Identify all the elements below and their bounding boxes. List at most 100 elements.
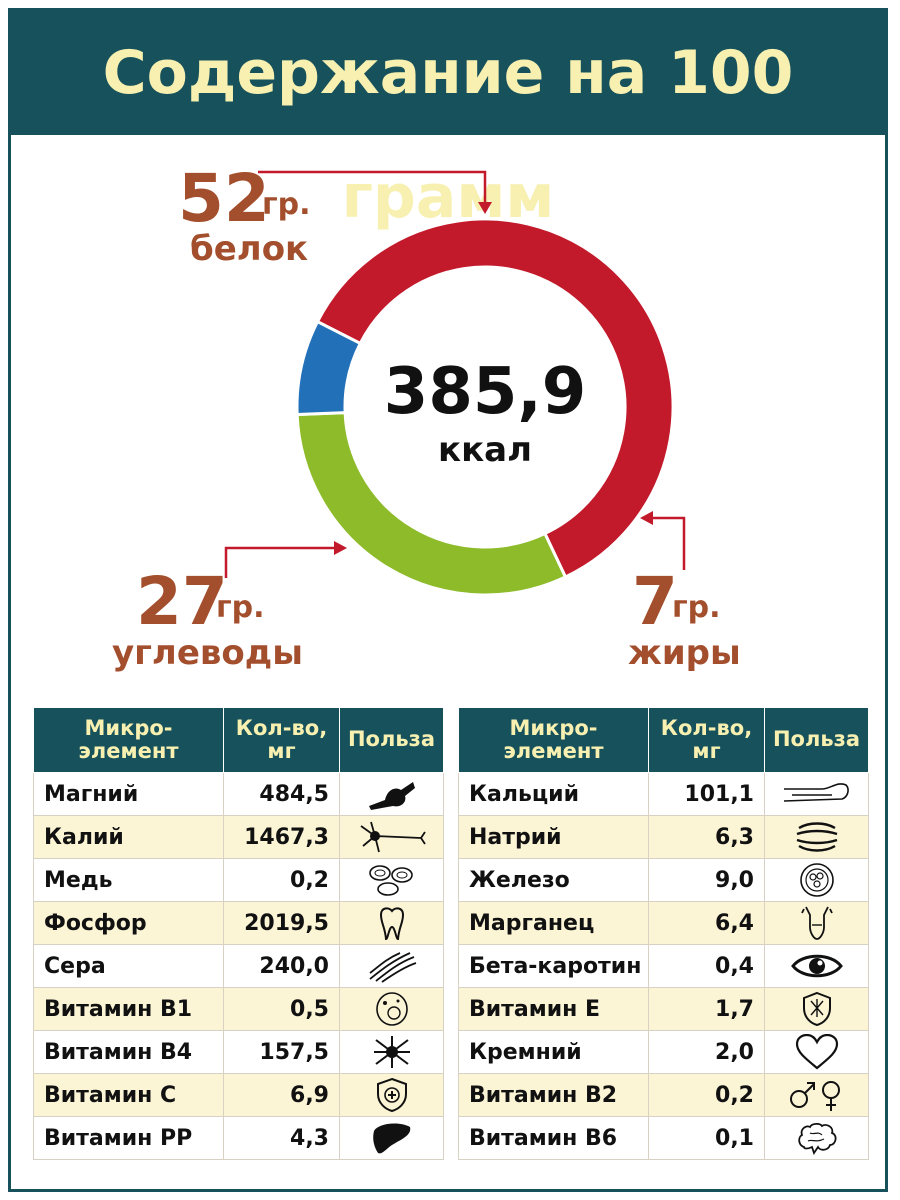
skin-shield-icon bbox=[802, 991, 831, 1027]
joint-icon bbox=[368, 782, 415, 810]
element-name: Витамин Е bbox=[458, 987, 649, 1031]
protein-arrow-head bbox=[478, 202, 492, 214]
carbs-arrow bbox=[224, 546, 335, 578]
element-name: Железо bbox=[458, 858, 649, 902]
table-row: Витамин В1 0,5 bbox=[33, 987, 444, 1031]
element-name: Витамин РР bbox=[33, 1116, 224, 1160]
table-row: Медь 0,2 bbox=[33, 858, 444, 902]
fat-unit: гр. bbox=[672, 590, 721, 625]
carbs-unit: гр. bbox=[216, 590, 265, 625]
carbs-value: 27 bbox=[136, 563, 228, 640]
element-amount: 240,0 bbox=[223, 944, 340, 988]
cell-icon bbox=[375, 992, 408, 1026]
element-amount: 4,3 bbox=[223, 1116, 340, 1160]
carbs-arrow-head bbox=[334, 541, 347, 555]
element-name: Витамин В1 bbox=[33, 987, 224, 1031]
table-row: Витамин Е 1,7 bbox=[458, 987, 869, 1031]
energy-value: 385,9 bbox=[383, 355, 587, 429]
table-row: Сера 240,0 bbox=[33, 944, 444, 988]
element-name: Витамин В4 bbox=[33, 1030, 224, 1074]
table-row: Витамин РР 4,3 bbox=[33, 1116, 444, 1160]
protein-label: белок bbox=[190, 229, 309, 269]
carbs-label: углеводы bbox=[112, 633, 303, 673]
element-amount: 9,0 bbox=[648, 858, 765, 902]
element-name: Натрий bbox=[458, 815, 649, 859]
element-amount: 2,0 bbox=[648, 1030, 765, 1074]
nerve-cell-icon bbox=[373, 1036, 410, 1068]
element-name: Магний bbox=[33, 772, 224, 816]
element-name: Марганец bbox=[458, 901, 649, 945]
element-name: Витамин В6 bbox=[458, 1116, 649, 1160]
element-amount: 101,1 bbox=[648, 772, 765, 816]
element-amount: 6,3 bbox=[648, 815, 765, 859]
element-amount: 484,5 bbox=[223, 772, 340, 816]
element-name: Фосфор bbox=[33, 901, 224, 945]
element-amount: 0,2 bbox=[223, 858, 340, 902]
header-benefit: Польза bbox=[764, 707, 869, 773]
element-name: Медь bbox=[33, 858, 224, 902]
blood-cells-icon bbox=[368, 865, 413, 896]
table-row: Натрий 6,3 bbox=[458, 815, 869, 859]
protein-unit: гр. bbox=[262, 187, 311, 222]
brain-icon bbox=[797, 1122, 836, 1155]
element-amount: 0,5 bbox=[223, 987, 340, 1031]
gender-icon bbox=[789, 1081, 840, 1111]
immunity-shield-icon bbox=[376, 1077, 407, 1113]
table-row: Кальций 101,1 bbox=[458, 772, 869, 816]
element-amount: 2019,5 bbox=[223, 901, 340, 945]
fat-value: 7 bbox=[632, 563, 678, 640]
page-title: Содержание на 100 грамм bbox=[11, 11, 885, 232]
element-amount: 6,4 bbox=[648, 901, 765, 945]
table-row: Магний 484,5 bbox=[33, 772, 444, 816]
table-row: Витамин В2 0,2 bbox=[458, 1073, 869, 1117]
element-name: Витамин С bbox=[33, 1073, 224, 1117]
fat-arrow-head bbox=[640, 511, 653, 525]
table-row: Марганец 6,4 bbox=[458, 901, 869, 945]
table-row: Кремний 2,0 bbox=[458, 1030, 869, 1074]
eye-icon bbox=[790, 954, 843, 978]
tooth-icon bbox=[379, 907, 404, 941]
element-amount: 1,7 bbox=[648, 987, 765, 1031]
element-amount: 0,1 bbox=[648, 1116, 765, 1160]
blood-cell-icon bbox=[799, 863, 834, 897]
element-amount: 157,5 bbox=[223, 1030, 340, 1074]
table-row: Бета-каротин 0,4 bbox=[458, 944, 869, 988]
liver-icon bbox=[372, 1123, 410, 1154]
fat-label: жиры bbox=[628, 633, 741, 673]
neuron-icon bbox=[359, 821, 426, 853]
element-name: Калий bbox=[33, 815, 224, 859]
element-name: Сера bbox=[33, 944, 224, 988]
element-amount: 6,9 bbox=[223, 1073, 340, 1117]
micro-table-right: Микро-элемент Кол-во, мг Польза Кальций 1… bbox=[458, 707, 869, 1160]
table-row: Калий 1467,3 bbox=[33, 815, 444, 859]
energy-unit: ккал bbox=[438, 430, 532, 470]
element-name: Кальций bbox=[458, 772, 649, 816]
bone-icon bbox=[783, 783, 849, 802]
element-name: Бета-каротин bbox=[458, 944, 649, 988]
header-element: Микро-элемент bbox=[33, 707, 224, 773]
body-figure-icon bbox=[800, 906, 833, 940]
protein-value: 52 bbox=[178, 160, 270, 237]
element-amount: 0,4 bbox=[648, 944, 765, 988]
muscle-fibers-icon bbox=[796, 822, 837, 852]
header-amount: Кол-во, мг bbox=[648, 707, 765, 773]
micro-table-left: Микро-элемент Кол-во, мг Польза Магний 48… bbox=[33, 707, 444, 1160]
element-amount: 0,2 bbox=[648, 1073, 765, 1117]
fat-arrow bbox=[652, 516, 686, 570]
header-element: Микро-элемент bbox=[458, 707, 649, 773]
donut-segment-fat bbox=[295, 319, 363, 417]
table-row: Фосфор 2019,5 bbox=[33, 901, 444, 945]
header-amount: Кол-во, мг bbox=[223, 707, 340, 773]
element-name: Витамин В2 bbox=[458, 1073, 649, 1117]
table-row: Железо 9,0 bbox=[458, 858, 869, 902]
table-row: Витамин С 6,9 bbox=[33, 1073, 444, 1117]
element-name: Кремний bbox=[458, 1030, 649, 1074]
donut-segment-protein bbox=[315, 217, 675, 579]
hair-icon bbox=[368, 952, 416, 983]
header-benefit: Польза bbox=[339, 707, 444, 773]
element-amount: 1467,3 bbox=[223, 815, 340, 859]
donut-segments bbox=[295, 217, 675, 597]
table-row: Витамин В4 157,5 bbox=[33, 1030, 444, 1074]
heart-icon bbox=[795, 1034, 838, 1070]
